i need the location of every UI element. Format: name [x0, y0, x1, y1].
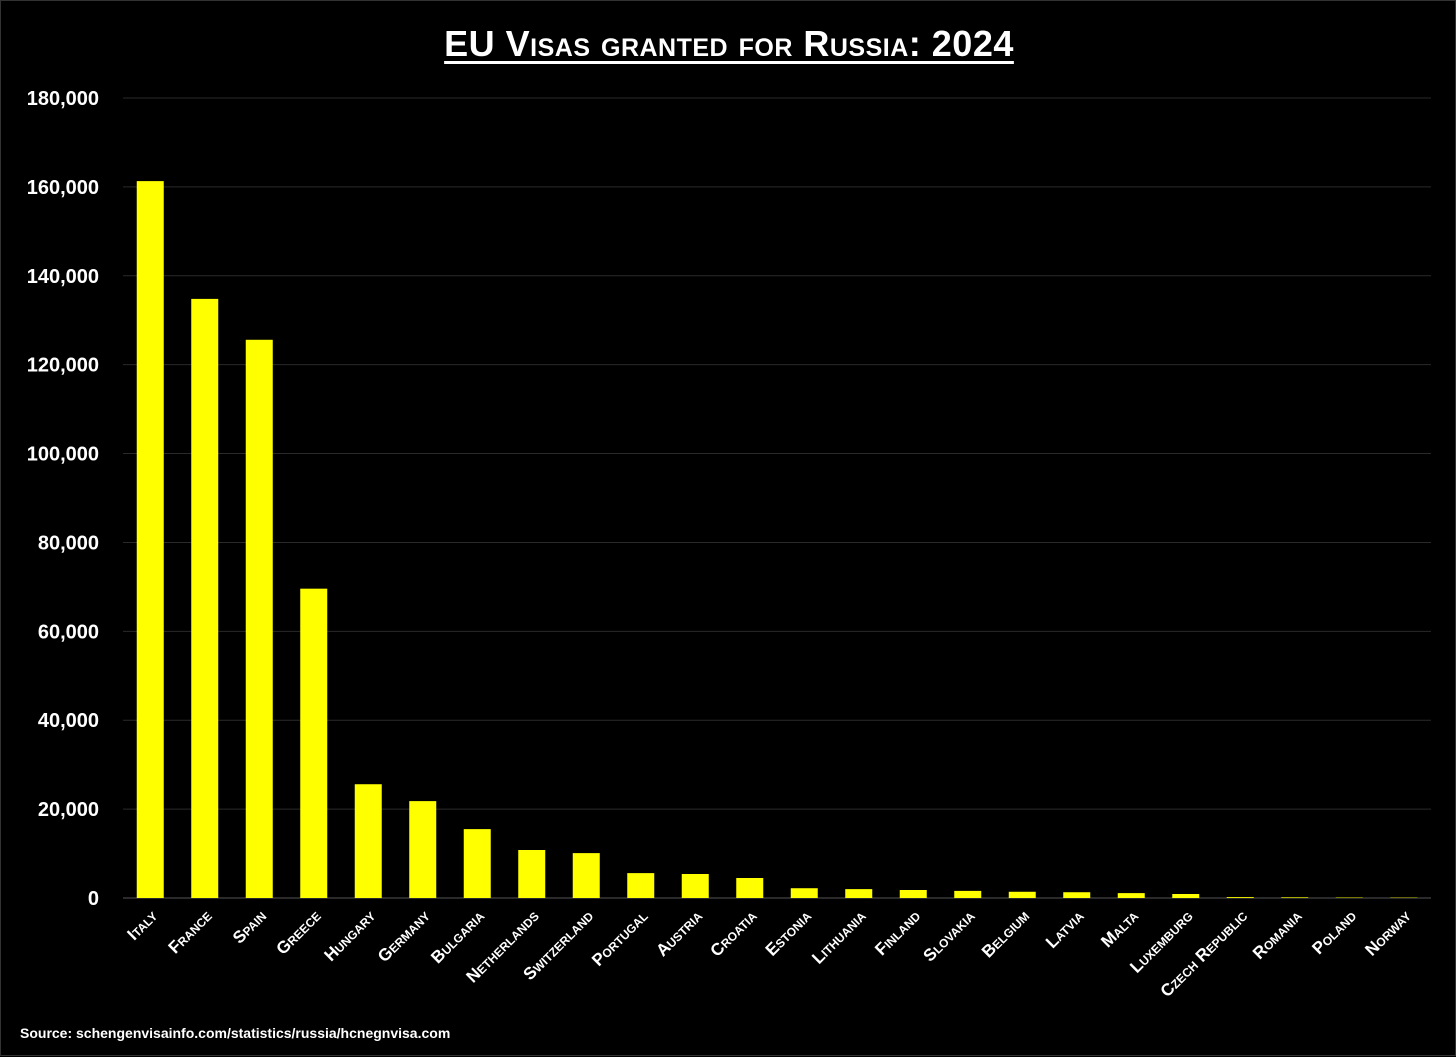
y-tick-label: 160,000 [27, 177, 99, 199]
bar-austria [682, 874, 709, 898]
y-axis-ticks: 0 20,000 40,000 60,000 80,000 100,000 120,000 1… [27, 88, 99, 910]
y-tick-label: 40,000 [38, 710, 99, 732]
x-tick-label: France [165, 906, 216, 957]
x-tick-label: Finland [871, 906, 924, 959]
source-note: Source: schengenvisainfo.com/statistics/… [20, 1025, 450, 1041]
x-tick-label: Romania [1249, 906, 1306, 963]
bar-germany [409, 801, 436, 898]
x-tick-label: Italy [124, 906, 162, 944]
x-tick-label: Croatia [707, 906, 761, 960]
bar-estonia [791, 888, 818, 898]
x-tick-label: Hungary [320, 906, 379, 965]
bar-czech-republic [1227, 897, 1254, 898]
x-tick-label: Greece [273, 906, 325, 958]
bar-spain [246, 340, 273, 898]
y-tick-label: 60,000 [38, 621, 99, 643]
bar-romania [1281, 897, 1308, 898]
bar-switzerland [573, 853, 600, 898]
x-tick-label: Latvia [1042, 906, 1088, 952]
x-tick-label: Portugal [588, 906, 651, 969]
x-tick-label: Malta [1097, 906, 1142, 951]
bar-latvia [1063, 892, 1090, 898]
x-tick-label: Norway [1361, 906, 1414, 959]
x-tick-label: Belgium [978, 906, 1033, 961]
y-tick-label: 100,000 [27, 444, 99, 466]
x-tick-label: Germany [374, 906, 434, 966]
x-tick-label: Poland [1308, 906, 1360, 958]
y-tick-label: 120,000 [27, 355, 99, 377]
bar-luxemburg [1172, 894, 1199, 898]
y-tick-label: 80,000 [38, 532, 99, 554]
y-tick-label: 0 [88, 888, 99, 910]
bar-italy [137, 181, 164, 898]
bars [137, 181, 1418, 898]
bar-malta [1118, 893, 1145, 898]
bar-greece [300, 589, 327, 898]
x-tick-label: Estonia [762, 906, 816, 960]
bar-bulgaria [464, 829, 491, 898]
y-tick-label: 180,000 [27, 88, 99, 110]
x-tick-label: Lithuania [808, 906, 870, 968]
bar-lithuania [845, 889, 872, 898]
y-tick-label: 20,000 [38, 799, 99, 821]
bar-croatia [736, 878, 763, 898]
bar-portugal [627, 873, 654, 898]
bar-belgium [1009, 892, 1036, 898]
x-tick-label: Spain [229, 906, 270, 947]
bar-france [191, 299, 218, 898]
bar-netherlands [518, 850, 545, 898]
y-tick-label: 140,000 [27, 266, 99, 288]
x-tick-label: Austria [652, 906, 706, 960]
x-tick-label: Slovakia [920, 906, 979, 965]
bar-slovakia [954, 891, 981, 898]
bar-hungary [355, 784, 382, 898]
bar-finland [900, 890, 927, 898]
